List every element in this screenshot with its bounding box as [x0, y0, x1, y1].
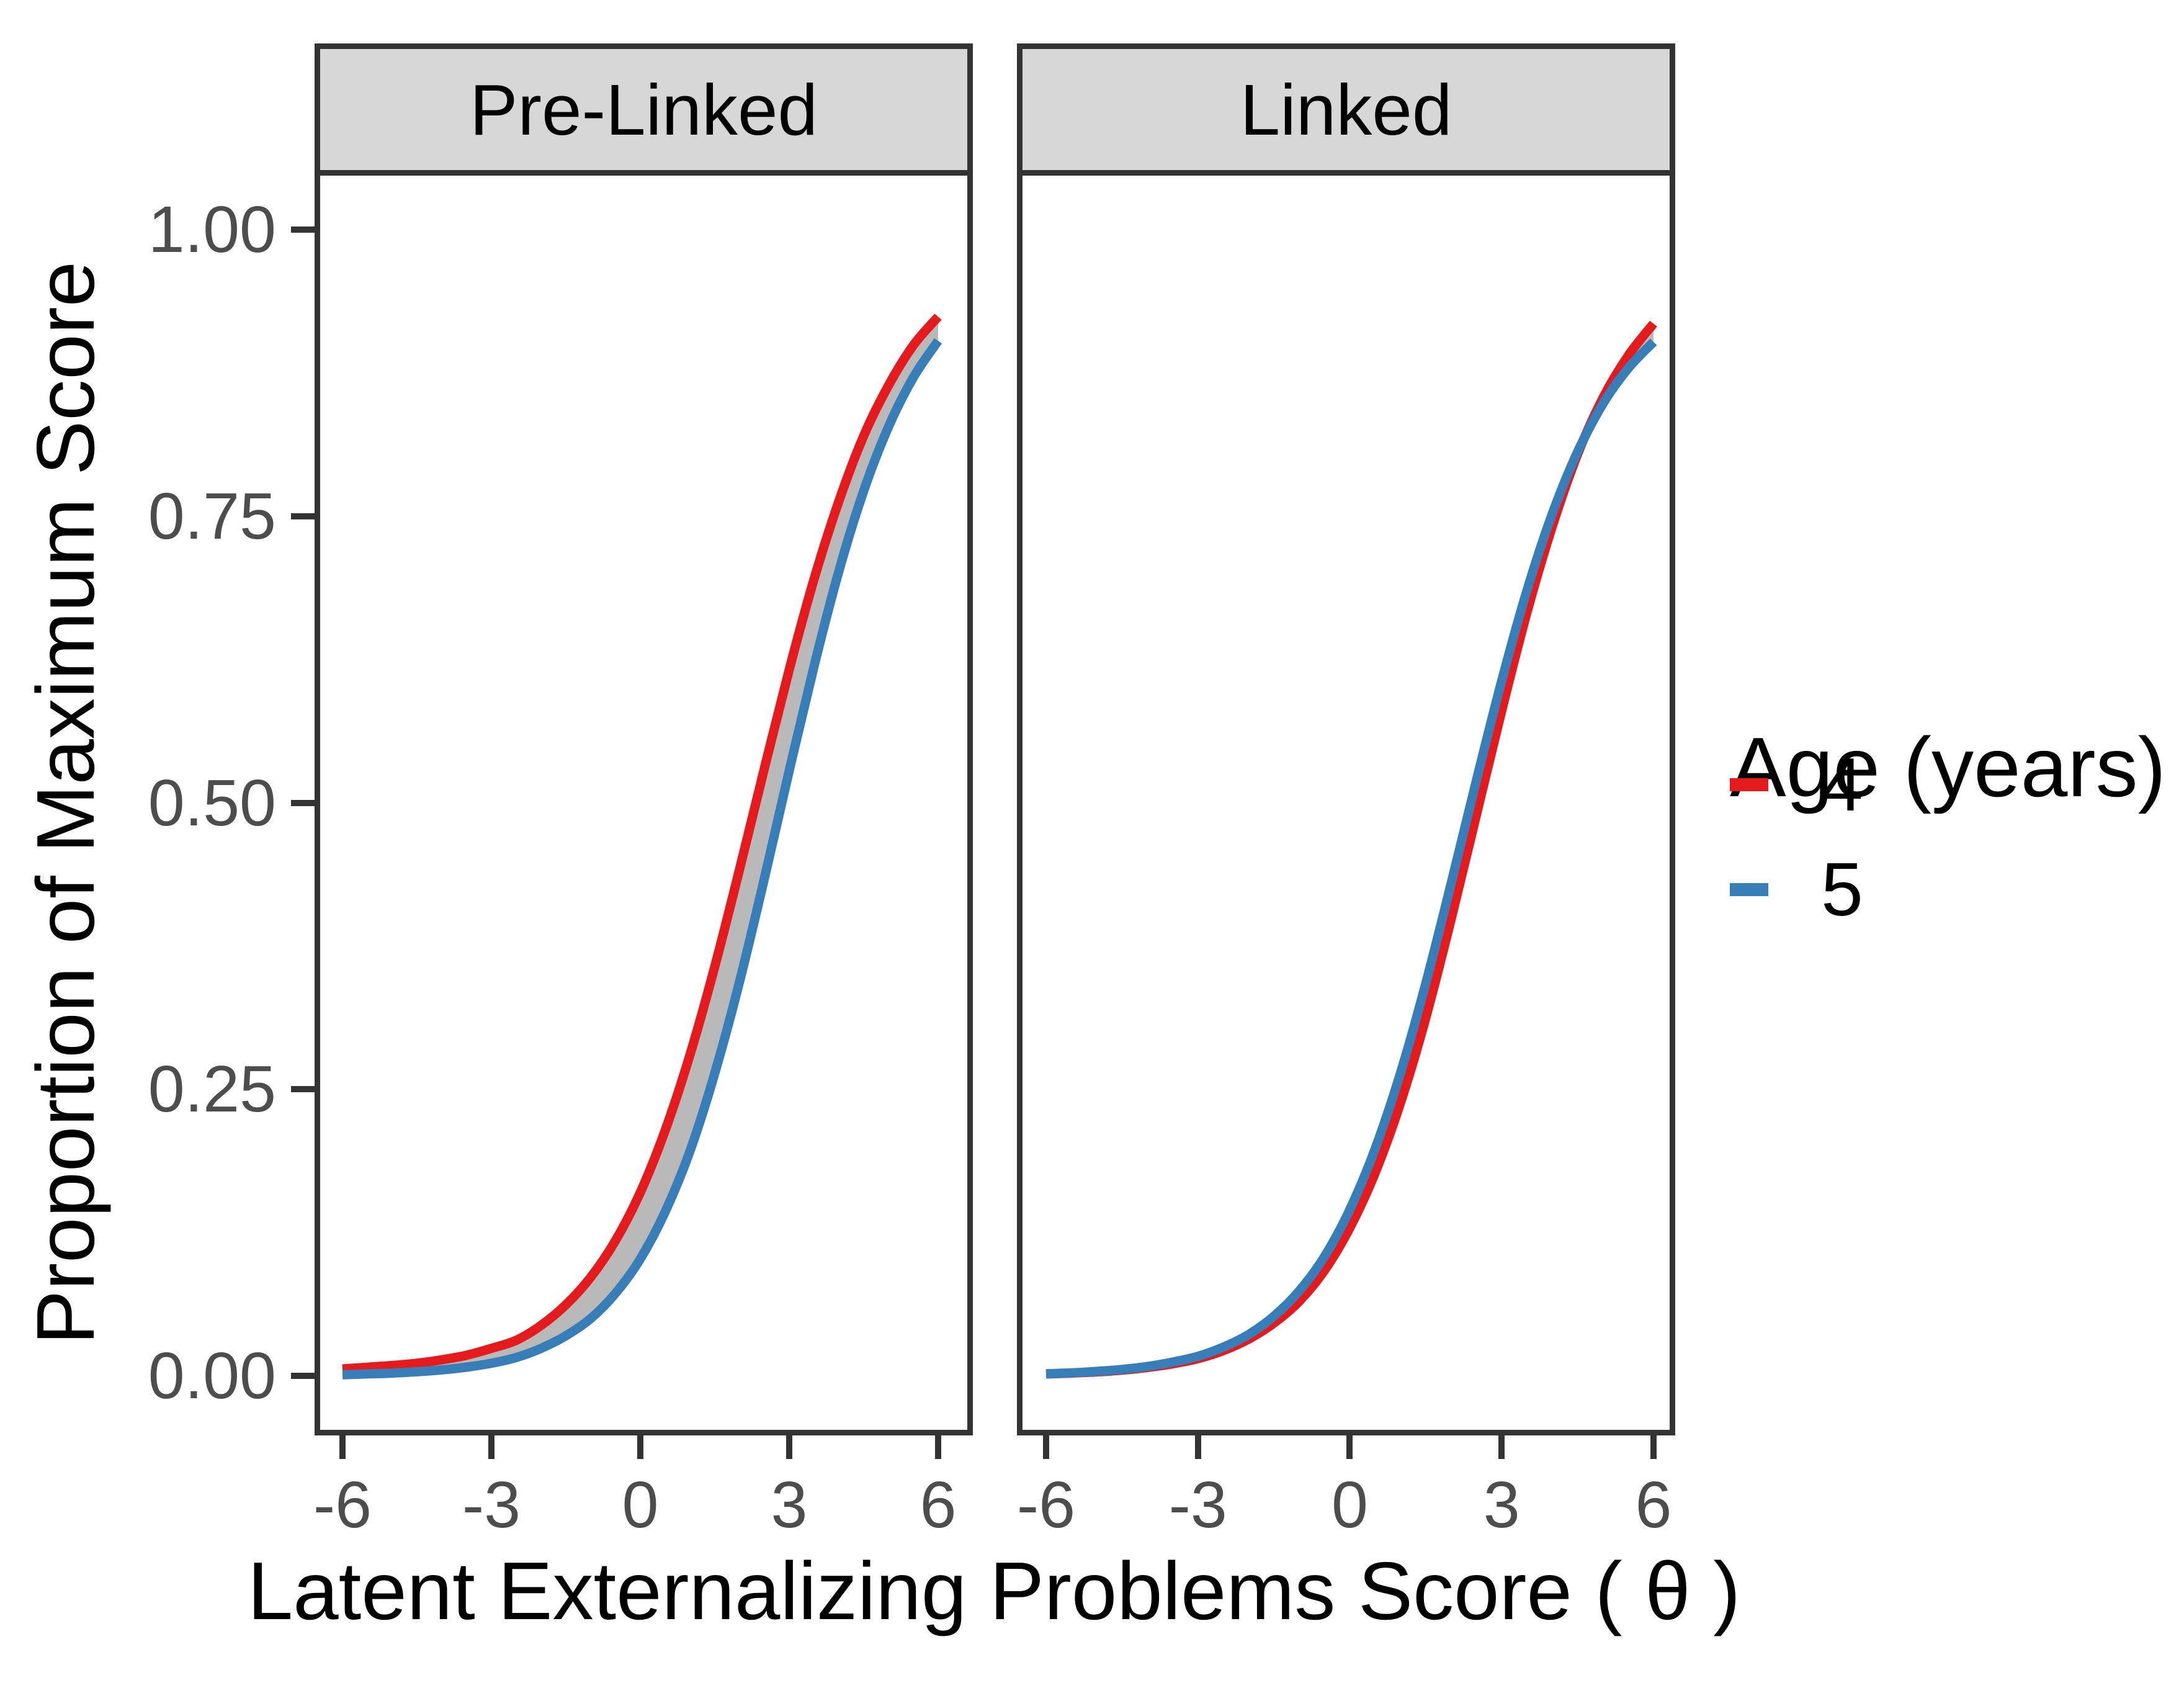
facet-strip-linked: Linked: [1017, 43, 1675, 176]
y-tick-mark: [291, 513, 315, 519]
x-tick-mark: [935, 1435, 941, 1459]
x-tick-label: 6: [920, 1468, 957, 1542]
x-tick-label: -6: [1016, 1468, 1076, 1542]
facet-strip-pre-linked: Pre-Linked: [315, 43, 973, 176]
y-tick-mark: [291, 1086, 315, 1093]
y-tick-mark: [291, 227, 315, 233]
x-tick-mark: [1194, 1435, 1201, 1459]
x-tick-label: 3: [771, 1468, 808, 1542]
x-axis-title: Latent Externalizing Problems Score ( θ …: [247, 1545, 1741, 1636]
x-tick-mark: [1650, 1435, 1657, 1459]
red-line-key-icon: [1730, 778, 1768, 791]
y-tick-label: 0.75: [148, 479, 276, 553]
legend-entry-label: 4: [1821, 742, 1863, 827]
x-tick-label: 3: [1483, 1468, 1520, 1542]
y-tick-label: 0.25: [148, 1053, 276, 1126]
legend-entry-age-5: 5: [1730, 846, 1863, 933]
x-tick-mark: [488, 1435, 495, 1459]
x-tick-label: -3: [462, 1468, 521, 1542]
x-tick-label: 0: [1331, 1468, 1368, 1542]
plot-panel-linked: [1017, 170, 1675, 1435]
x-tick-label: -6: [313, 1468, 372, 1542]
y-axis-title: Proportion of Maximum Score: [20, 261, 111, 1345]
x-tick-label: 0: [622, 1468, 659, 1542]
y-tick-label: 1.00: [148, 193, 276, 266]
x-tick-mark: [1043, 1435, 1049, 1459]
legend-entry-label: 5: [1821, 847, 1863, 932]
plot-panel-pre-linked: [315, 170, 973, 1435]
legend-title: Age (years): [1730, 720, 2166, 814]
facet-strip-label: Pre-Linked: [470, 69, 818, 150]
y-tick-label: 0.00: [148, 1339, 276, 1412]
legend-entry-age-4: 4: [1730, 741, 1863, 828]
x-tick-mark: [339, 1435, 346, 1459]
y-tick-mark: [291, 799, 315, 806]
facet-strip-label: Linked: [1240, 69, 1452, 150]
x-tick-label: 6: [1635, 1468, 1672, 1542]
x-tick-mark: [637, 1435, 643, 1459]
x-tick-mark: [1498, 1435, 1505, 1459]
x-tick-mark: [786, 1435, 792, 1459]
y-tick-mark: [291, 1373, 315, 1379]
x-tick-mark: [1346, 1435, 1353, 1459]
x-tick-label: -3: [1168, 1468, 1227, 1542]
blue-line-key-icon: [1730, 882, 1768, 896]
y-tick-label: 0.50: [148, 766, 276, 840]
